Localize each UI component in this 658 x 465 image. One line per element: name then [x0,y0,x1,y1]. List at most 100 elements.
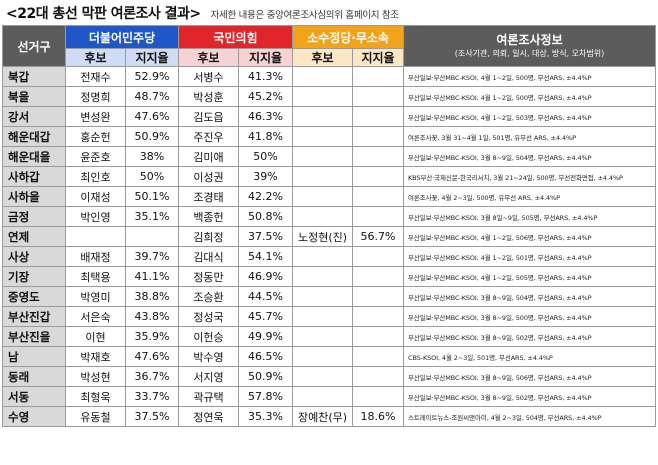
district-cell: 부산진을 [2,326,66,347]
dem-support-cell: 52.9% [125,66,179,87]
minor-support-cell [352,286,405,307]
minor-support-cell [352,366,405,387]
dem-support-cell: 37.5% [125,406,179,427]
ppp-support-cell: 44.5% [237,286,294,307]
ppp-candidate-cell: 곽규택 [178,386,239,407]
ppp-candidate-cell: 김대식 [178,246,239,267]
minor-candidate-cell [292,186,354,207]
minor-candidate-cell [292,286,354,307]
minor-candidate-cell [292,366,354,387]
dem-support-cell: 35.9% [125,326,179,347]
minor-support-cell [352,146,405,167]
poll-info-cell: KBS부산·국제신문-한국리서치, 3월 21~24일, 500명, 무선전화면… [403,166,657,187]
poll-info-cell: 부산일보·부산MBC-KSOI, 3월 8~9일, 500명, 무선ARS, ±… [403,306,657,327]
minor-party-header: 소수정당·무소속 [292,25,405,49]
table-row: 북갑 전재수 52.9% 서병수 41.3% 부산일보·부산MBC-KSOI, 4월 1~… [2,66,657,87]
ppp-support-cell: 50% [237,146,294,167]
district-cell: 북갑 [2,66,66,87]
dem-support-cell: 39.7% [125,246,179,267]
ppp-support-cell: 42.2% [237,186,294,207]
dem-candidate-cell: 변성완 [65,106,126,127]
dem-candidate-cell: 최형욱 [65,386,126,407]
dem-candidate-cell [65,226,126,247]
page-subtitle: 자세한 내용은 중앙여론조사심의위 홈페이지 참조 [210,10,399,21]
header: <22대 총선 막판 여론조사 결과> 자세한 내용은 중앙여론조사심의위 홈페… [6,3,399,23]
poll-info-cell: 부산일보·부산MBC-KSOI, 3월 8~9일, 502명, 무선ARS, ±… [403,326,657,347]
page-title: <22대 총선 막판 여론조사 결과> [6,6,201,22]
ppp-support-cell: 50.9% [237,366,294,387]
ppp-party-header: 국민의힘 [177,25,294,49]
poll-info-cell: 부산일보·부산MBC-KSOI, 3월 8일~9일, 505명, 무선ARS, … [403,206,657,227]
poll-info-header: 여론조사정보 (조사기관, 의뢰, 일시, 대상, 방식, 오차범위) [403,25,657,67]
minor-support-header: 지지율 [352,48,405,67]
ppp-candidate-cell: 정연욱 [178,406,239,427]
poll-info-cell: 부산일보·부산MBC-KSOI, 4월 1~2일, 501명, 무선ARS, ±… [403,246,657,267]
poll-info-cell: 부산일보·부산MBC-KSOI, 3월 8~9일, 504명, 무선ARS, ±… [403,146,657,167]
dem-candidate-cell: 전재수 [65,66,126,87]
poll-info-cell: 부산일보·부산MBC-KSOI, 4월 1~2일, 503명, 무선ARS, ±… [403,106,657,127]
ppp-candidate-cell: 백종헌 [178,206,239,227]
dem-candidate-cell: 최인호 [65,166,126,187]
ppp-candidate-cell: 이성권 [178,166,239,187]
poll-table: 선거구 더불어민주당 국민의힘 소수정당·무소속 여론조사정보 (조사기관, 의… [2,25,657,427]
minor-support-cell [352,86,405,107]
ppp-support-cell: 54.1% [237,246,294,267]
ppp-support-header: 지지율 [237,48,294,67]
district-cell: 부산진갑 [2,306,66,327]
table-row: 해운대을 윤준호 38% 김미애 50% 부산일보·부산MBC-KSOI, 3월 8~9일… [2,146,657,167]
dem-candidate-cell: 박성현 [65,366,126,387]
dem-support-cell: 47.6% [125,106,179,127]
dem-candidate-cell: 윤준호 [65,146,126,167]
table-row: 동래 박성현 36.7% 서지영 50.9% 부산일보·부산MBC-KSOI, 3월 8~… [2,366,657,387]
ppp-candidate-cell: 서병수 [178,66,239,87]
ppp-candidate-cell: 이헌승 [178,326,239,347]
table-row: 부산진갑 서은숙 43.8% 정성국 45.7% 부산일보·부산MBC-KSOI, 3월 … [2,306,657,327]
minor-candidate-cell [292,246,354,267]
minor-support-cell [352,386,405,407]
minor-support-cell [352,206,405,227]
minor-support-cell [352,186,405,207]
table-row: 사상 배재정 39.7% 김대식 54.1% 부산일보·부산MBC-KSOI, 4월 1~… [2,246,657,267]
table-row: 연제 김희정 37.5% 노정현(진) 56.7% 부산일보·부산MBC-KSOI, 4월… [2,226,657,247]
ppp-candidate-cell: 정성국 [178,306,239,327]
district-cell: 강서 [2,106,66,127]
minor-candidate-cell [292,306,354,327]
poll-info-cell: 부산일보·부산MBC-KSOI, 3월 8~9일, 504명, 무선ARS, ±… [403,286,657,307]
minor-support-cell: 56.7% [352,226,405,247]
minor-support-cell [352,326,405,347]
minor-support-cell [352,106,405,127]
ppp-support-cell: 45.2% [237,86,294,107]
table-row: 금정 박인영 35.1% 백종헌 50.8% 부산일보·부산MBC-KSOI, 3월 8일… [2,206,657,227]
dem-support-cell: 38.8% [125,286,179,307]
dem-candidate-cell: 박영미 [65,286,126,307]
ppp-candidate-header: 후보 [178,48,239,67]
minor-support-cell [352,66,405,87]
poll-info-cell: 부산일보·부산MBC-KSOI, 4월 1~2일, 500명, 무선ARS, ±… [403,86,657,107]
poll-info-cell: 부산일보·부산MBC-KSOI, 3월 8~9일, 502명, 무선ARS, ±… [403,386,657,407]
dem-support-cell: 41.1% [125,266,179,287]
minor-support-cell [352,346,405,367]
ppp-candidate-cell: 박수영 [178,346,239,367]
ppp-candidate-cell: 조경태 [178,186,239,207]
district-cell: 기장 [2,266,66,287]
district-cell: 금정 [2,206,66,227]
minor-support-cell [352,246,405,267]
dem-party-header: 더불어민주당 [65,25,179,49]
district-cell: 북을 [2,86,66,107]
minor-support-cell [352,266,405,287]
poll-info-cell: 여론조사꽃, 3월 31~4월 1일, 501명, 유무선 ARS, ±4.4%… [403,126,657,147]
dem-candidate-cell: 유동철 [65,406,126,427]
ppp-candidate-cell: 조승환 [178,286,239,307]
ppp-candidate-cell: 김도읍 [178,106,239,127]
district-cell: 남 [2,346,66,367]
district-cell: 사상 [2,246,66,267]
minor-candidate-cell [292,146,354,167]
district-cell: 서동 [2,386,66,407]
table-row: 해운대갑 홍순헌 50.9% 주진우 41.8% 여론조사꽃, 3월 31~4월 1일, … [2,126,657,147]
district-cell: 해운대을 [2,146,66,167]
table-row: 남 박재호 47.6% 박수영 46.5% CBS-KSOI, 4월 2~3일, 501명… [2,346,657,367]
dem-candidate-cell: 이재성 [65,186,126,207]
dem-support-cell: 33.7% [125,386,179,407]
dem-candidate-cell: 박인영 [65,206,126,227]
dem-support-cell: 50.1% [125,186,179,207]
